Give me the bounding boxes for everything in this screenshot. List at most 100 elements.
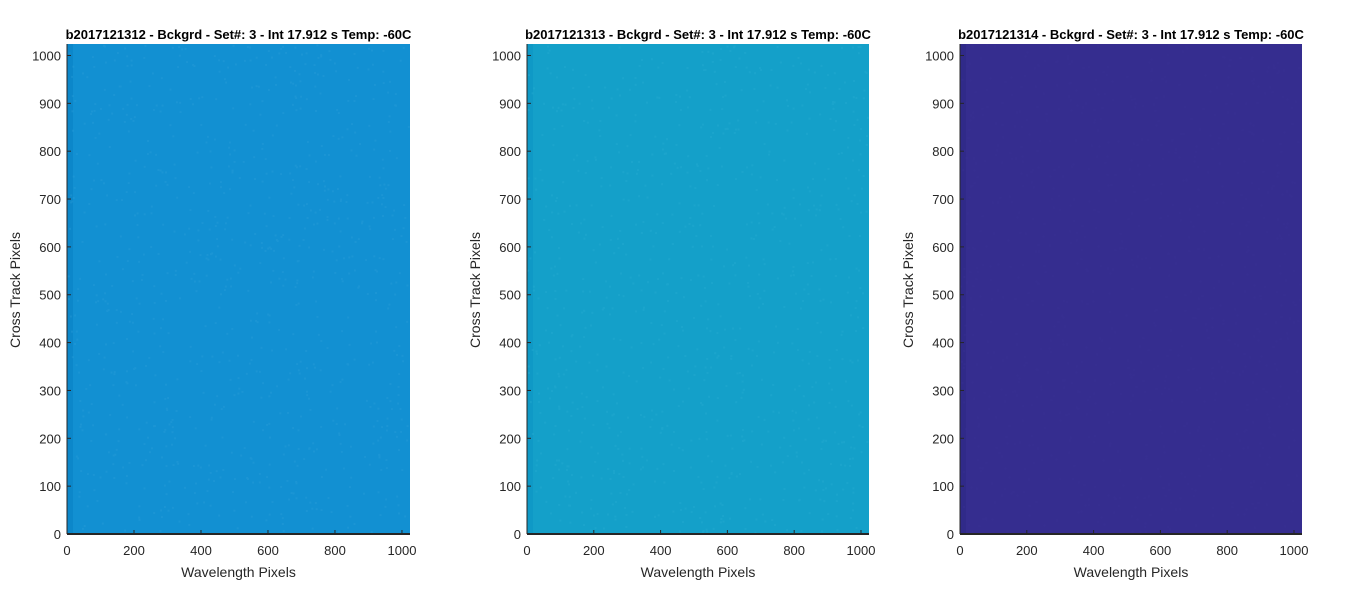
noise-speck	[382, 215, 384, 217]
noise-speck	[1086, 302, 1089, 305]
noise-speck	[991, 201, 994, 204]
noise-speck	[816, 355, 819, 358]
noise-speck	[628, 489, 631, 491]
noise-speck	[371, 49, 373, 52]
noise-speck	[605, 280, 608, 283]
noise-speck	[715, 481, 718, 484]
noise-speck	[1028, 444, 1031, 447]
noise-speck	[245, 372, 248, 375]
noise-speck	[844, 380, 847, 383]
noise-speck	[1238, 147, 1241, 150]
noise-speck	[557, 212, 560, 215]
noise-speck	[748, 71, 751, 74]
noise-speck	[1189, 432, 1191, 435]
noise-speck	[326, 216, 329, 218]
noise-speck	[716, 332, 719, 334]
noise-speck	[1196, 389, 1198, 392]
noise-speck	[243, 447, 246, 450]
noise-speck	[812, 261, 814, 264]
noise-speck	[674, 101, 677, 103]
noise-speck	[290, 192, 293, 195]
noise-speck	[980, 313, 983, 316]
noise-speck	[259, 262, 262, 265]
noise-speck	[1167, 215, 1169, 217]
noise-speck	[701, 403, 704, 406]
noise-speck	[830, 388, 833, 391]
noise-speck	[640, 342, 643, 345]
noise-speck	[382, 49, 385, 52]
noise-speck	[963, 149, 966, 152]
noise-speck	[1192, 225, 1195, 228]
noise-speck	[294, 46, 297, 49]
noise-speck	[1231, 502, 1234, 505]
noise-speck	[151, 447, 153, 450]
noise-speck	[314, 160, 317, 163]
noise-speck	[641, 455, 644, 458]
noise-speck	[853, 194, 856, 197]
noise-speck	[547, 52, 550, 55]
noise-speck	[866, 440, 869, 443]
noise-speck	[305, 350, 308, 352]
noise-speck	[734, 128, 737, 131]
noise-speck	[1212, 514, 1215, 517]
noise-speck	[591, 474, 594, 477]
noise-speck	[841, 330, 844, 333]
noise-speck	[382, 70, 385, 73]
noise-speck	[196, 502, 199, 505]
noise-speck	[391, 214, 394, 217]
noise-speck	[103, 182, 105, 185]
noise-speck	[115, 309, 118, 312]
noise-speck	[399, 59, 402, 62]
noise-speck	[153, 401, 156, 404]
noise-speck	[1095, 79, 1098, 82]
noise-speck	[227, 66, 230, 69]
noise-speck	[984, 160, 987, 163]
noise-speck	[672, 510, 675, 513]
noise-speck	[289, 81, 292, 84]
noise-speck	[656, 467, 659, 470]
noise-speck	[679, 108, 682, 111]
noise-speck	[299, 107, 302, 110]
noise-speck	[783, 488, 786, 490]
noise-speck	[587, 85, 590, 88]
noise-speck	[313, 223, 315, 226]
noise-speck	[173, 163, 176, 166]
noise-speck	[622, 198, 625, 201]
noise-speck	[1255, 398, 1258, 401]
noise-speck	[102, 368, 105, 371]
noise-speck	[1168, 488, 1171, 491]
noise-speck	[1014, 298, 1017, 301]
x-tick-label: 200	[123, 543, 145, 558]
noise-speck	[228, 146, 231, 149]
noise-speck	[692, 505, 695, 508]
noise-speck	[840, 463, 842, 466]
noise-speck	[387, 121, 390, 123]
noise-speck	[775, 325, 778, 328]
noise-speck	[572, 106, 575, 109]
noise-speck	[340, 198, 343, 201]
noise-speck	[756, 465, 759, 468]
noise-speck	[702, 275, 705, 278]
noise-speck	[833, 72, 836, 75]
noise-speck	[295, 109, 298, 112]
noise-speck	[1004, 467, 1007, 470]
noise-speck	[1131, 530, 1134, 533]
noise-speck	[1067, 54, 1070, 57]
noise-speck	[1111, 327, 1113, 330]
noise-speck	[1229, 59, 1232, 61]
noise-speck	[96, 499, 99, 502]
noise-speck	[317, 56, 320, 59]
noise-speck	[1132, 394, 1134, 397]
noise-speck	[565, 368, 568, 371]
noise-speck	[1282, 69, 1285, 72]
noise-speck	[1043, 265, 1046, 267]
noise-speck	[1098, 189, 1101, 192]
noise-speck	[339, 175, 342, 178]
noise-speck	[1040, 385, 1043, 388]
noise-speck	[298, 73, 301, 76]
noise-speck	[1076, 531, 1079, 534]
noise-speck	[707, 318, 710, 321]
noise-speck	[1138, 173, 1141, 176]
noise-speck	[1119, 469, 1122, 472]
noise-speck	[1234, 322, 1237, 325]
